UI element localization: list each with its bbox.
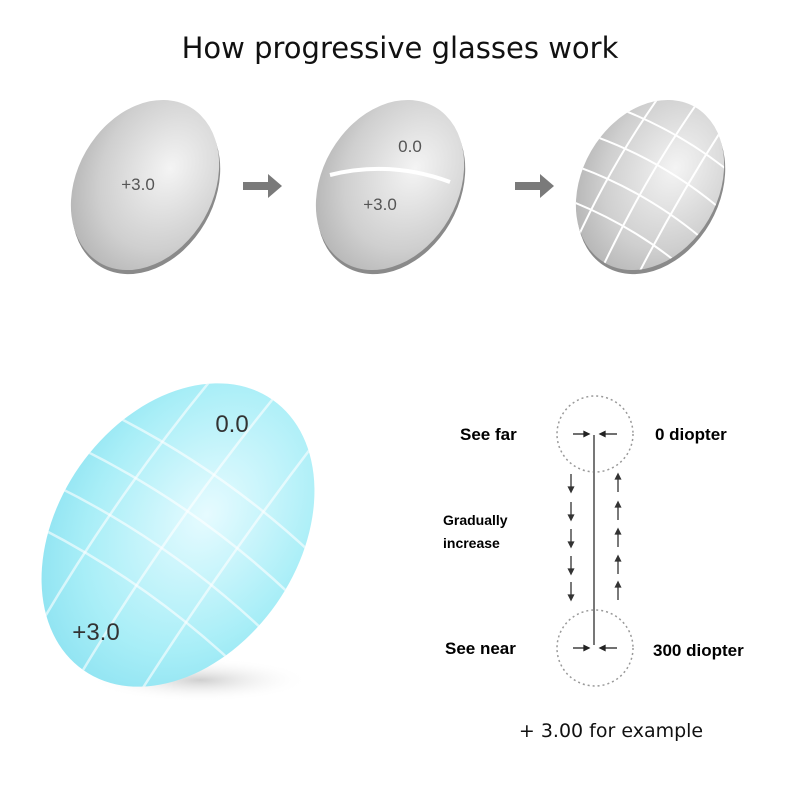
far-zone-circle xyxy=(556,395,634,473)
bifocal-split-line xyxy=(329,166,451,184)
page-title: How progressive glasses work xyxy=(182,31,619,65)
blue-lens-top-label: 0.0 xyxy=(215,411,248,438)
lens2-top-label: 0.0 xyxy=(398,137,422,156)
gradually-label: Gradually xyxy=(443,512,508,528)
up-arrows xyxy=(614,472,622,600)
down-arrows xyxy=(567,474,575,602)
see-far-label: See far xyxy=(460,425,517,444)
progressive-lens xyxy=(561,84,737,286)
blue-lens-bottom-label: +3.0 xyxy=(72,619,119,646)
near-diopter-label: 300 diopter xyxy=(653,641,744,660)
near-zone-circle xyxy=(556,609,634,687)
see-near-label: See near xyxy=(445,639,516,658)
arrow-right-icon xyxy=(515,174,554,198)
footnote: + 3.00 for example xyxy=(519,720,703,742)
far-diopter-label: 0 diopter xyxy=(655,425,727,444)
increase-label: increase xyxy=(443,535,500,551)
progressive-lens-blue xyxy=(27,360,326,710)
single-vision-lens xyxy=(70,99,221,275)
focus-arrows xyxy=(573,430,617,652)
arrow-right-icon xyxy=(243,174,282,198)
lens1-label: +3.0 xyxy=(121,175,155,194)
bifocal-lens xyxy=(315,99,466,275)
lens2-bottom-label: +3.0 xyxy=(363,195,397,214)
